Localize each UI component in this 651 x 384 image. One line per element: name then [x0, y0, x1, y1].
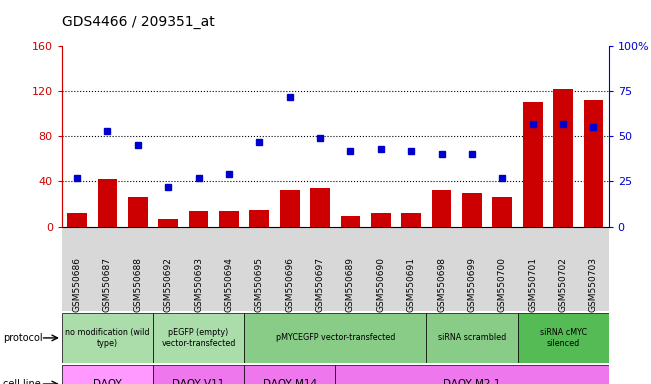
- Bar: [98, 179, 117, 227]
- Bar: [67, 213, 87, 227]
- Bar: [62, 365, 153, 384]
- Bar: [335, 365, 609, 384]
- Bar: [518, 313, 609, 363]
- Bar: [462, 193, 482, 227]
- Bar: [432, 190, 452, 227]
- Bar: [249, 210, 270, 227]
- Text: no modification (wild
type): no modification (wild type): [65, 328, 150, 348]
- Bar: [553, 89, 573, 227]
- Bar: [153, 313, 244, 363]
- Text: DAOY V11: DAOY V11: [173, 379, 225, 384]
- Bar: [523, 103, 542, 227]
- Bar: [340, 217, 361, 227]
- Bar: [371, 213, 391, 227]
- Bar: [426, 313, 518, 363]
- Bar: [244, 313, 426, 363]
- Bar: [311, 188, 330, 227]
- Bar: [219, 211, 239, 227]
- Bar: [244, 365, 335, 384]
- Bar: [128, 197, 148, 227]
- Bar: [583, 100, 603, 227]
- Text: DAOY M2.1: DAOY M2.1: [443, 379, 501, 384]
- Bar: [401, 213, 421, 227]
- Text: cell line: cell line: [3, 379, 41, 384]
- Text: siRNA cMYC
silenced: siRNA cMYC silenced: [540, 328, 587, 348]
- Bar: [492, 197, 512, 227]
- Bar: [153, 365, 244, 384]
- Text: DAOY M14: DAOY M14: [262, 379, 317, 384]
- Text: DAOY: DAOY: [93, 379, 122, 384]
- Bar: [280, 190, 299, 227]
- Bar: [158, 218, 178, 227]
- Text: GDS4466 / 209351_at: GDS4466 / 209351_at: [62, 15, 215, 29]
- Text: pMYCEGFP vector-transfected: pMYCEGFP vector-transfected: [275, 333, 395, 343]
- Text: siRNA scrambled: siRNA scrambled: [438, 333, 506, 343]
- Text: protocol: protocol: [3, 333, 43, 343]
- Bar: [62, 313, 153, 363]
- Text: pEGFP (empty)
vector-transfected: pEGFP (empty) vector-transfected: [161, 328, 236, 348]
- Bar: [189, 211, 208, 227]
